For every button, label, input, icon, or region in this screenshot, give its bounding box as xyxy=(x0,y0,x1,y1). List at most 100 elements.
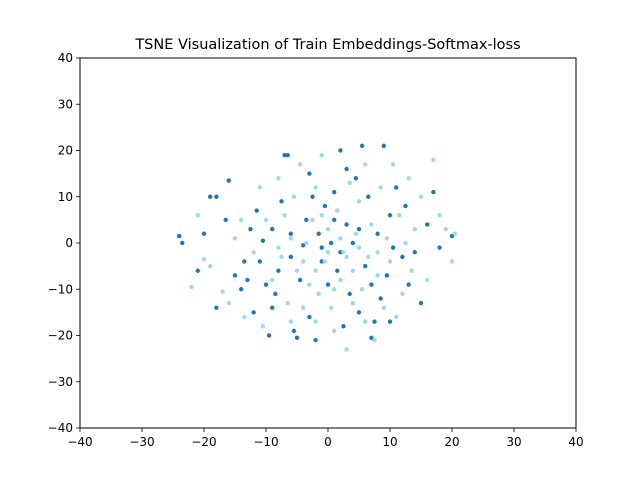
scatter-point-series-1 xyxy=(177,233,182,239)
scatter-point-series-1 xyxy=(341,324,346,329)
y-tick-label: −40 xyxy=(48,421,73,435)
scatter-point-series-1 xyxy=(353,176,359,181)
x-tick-label: 40 xyxy=(568,435,583,449)
scatter-point-series-1 xyxy=(294,335,300,341)
y-tick-label: −10 xyxy=(48,282,73,296)
scatter-point-series-2 xyxy=(325,226,331,232)
y-axis: −40 −30 −20 −10 0 10 20 30 40 xyxy=(48,51,80,435)
scatter-point-series-2 xyxy=(279,254,284,260)
scatter-point-series-2 xyxy=(322,259,328,264)
scatter-point-series-1 xyxy=(242,259,247,264)
scatter-point-series-1 xyxy=(359,143,365,149)
scatter-point-series-1 xyxy=(301,243,306,248)
scatter-point-series-1 xyxy=(263,282,269,287)
scatter-point-series-1 xyxy=(437,245,442,250)
scatter-point-series-1 xyxy=(390,245,396,250)
scatter-point-series-1 xyxy=(270,226,275,232)
scatter-point-series-1 xyxy=(344,166,349,172)
scatter-point-series-2 xyxy=(369,222,374,227)
scatter-point-series-2 xyxy=(412,226,417,232)
scatter-point-series-1 xyxy=(412,250,417,255)
scatter-point-series-2 xyxy=(353,231,359,236)
scatter-point-series-2 xyxy=(344,254,349,260)
scatter-point-series-2 xyxy=(239,217,244,223)
scatter-point-series-1 xyxy=(394,185,399,190)
scatter-point-series-2 xyxy=(301,305,306,310)
scatter-point-series-1 xyxy=(319,245,324,250)
scatter-point-series-2 xyxy=(313,268,318,273)
scatter-point-series-1 xyxy=(223,217,228,223)
scatter-points xyxy=(177,143,458,352)
scatter-point-series-2 xyxy=(347,180,352,186)
scatter-point-series-1 xyxy=(214,194,219,199)
scatter-point-series-2 xyxy=(375,250,380,255)
scatter-point-series-1 xyxy=(418,300,424,306)
scatter-point-series-2 xyxy=(189,284,194,290)
scatter-point-series-1 xyxy=(307,314,312,320)
scatter-point-series-2 xyxy=(332,287,337,292)
scatter-point-series-2 xyxy=(403,240,408,246)
scatter-point-series-2 xyxy=(372,337,377,343)
scatter-point-series-1 xyxy=(214,305,219,310)
scatter-point-series-2 xyxy=(201,256,207,262)
scatter-point-series-1 xyxy=(307,171,312,176)
x-axis: −40 −30 −20 −10 0 10 20 30 40 xyxy=(67,428,584,449)
scatter-point-series-2 xyxy=(288,236,293,241)
scatter-point-series-2 xyxy=(313,319,318,324)
scatter-point-series-2 xyxy=(443,226,448,232)
scatter-point-series-1 xyxy=(325,282,331,287)
scatter-point-series-1 xyxy=(245,277,250,283)
scatter-point-series-1 xyxy=(338,250,343,255)
scatter-point-series-2 xyxy=(291,194,297,199)
x-tick-label: 0 xyxy=(324,435,332,449)
scatter-point-series-2 xyxy=(338,236,343,241)
x-tick-label: 20 xyxy=(444,435,459,449)
scatter-point-series-1 xyxy=(232,273,238,278)
scatter-point-series-1 xyxy=(288,254,293,260)
scatter-point-series-1 xyxy=(226,178,231,183)
scatter-point-series-1 xyxy=(322,203,328,209)
scatter-point-series-1 xyxy=(403,203,408,209)
scatter-point-series-2 xyxy=(276,245,281,250)
scatter-point-series-1 xyxy=(449,233,455,239)
scatter-point-series-1 xyxy=(208,194,213,199)
scatter-point-series-2 xyxy=(297,162,303,167)
scatter-point-series-2 xyxy=(431,157,436,162)
scatter-point-series-2 xyxy=(232,236,238,241)
scatter-point-series-2 xyxy=(242,314,247,320)
scatter-point-series-1 xyxy=(270,305,275,310)
scatter-point-series-2 xyxy=(304,240,309,246)
scatter-point-series-1 xyxy=(378,296,383,301)
scatter-point-series-2 xyxy=(449,259,455,264)
scatter-point-series-1 xyxy=(372,319,377,324)
scatter-point-series-2 xyxy=(384,236,390,241)
scatter-point-series-1 xyxy=(431,189,436,195)
scatter-point-series-2 xyxy=(319,213,324,218)
scatter-point-series-2 xyxy=(437,213,442,218)
scatter-point-series-1 xyxy=(356,226,362,232)
scatter-point-series-2 xyxy=(276,176,281,181)
scatter-point-series-2 xyxy=(285,300,290,306)
scatter-point-series-1 xyxy=(260,238,266,243)
scatter-point-series-2 xyxy=(313,185,318,190)
scatter-point-series-2 xyxy=(294,268,300,273)
x-tick-label: 10 xyxy=(382,435,397,449)
scatter-point-series-2 xyxy=(341,250,346,255)
scatter-point-series-2 xyxy=(195,213,200,218)
scatter-point-series-1 xyxy=(369,282,374,287)
scatter-point-series-2 xyxy=(310,217,315,223)
scatter-point-series-2 xyxy=(257,185,262,190)
scatter-point-series-1 xyxy=(319,259,324,264)
x-tick-label: −10 xyxy=(253,435,278,449)
scatter-point-series-2 xyxy=(332,328,337,334)
scatter-point-series-1 xyxy=(248,226,253,232)
scatter-point-series-2 xyxy=(400,291,405,297)
x-tick-label: −30 xyxy=(129,435,154,449)
scatter-point-series-1 xyxy=(266,333,272,338)
scatter-point-series-1 xyxy=(195,268,200,273)
scatter-point-series-2 xyxy=(394,314,399,320)
scatter-point-series-1 xyxy=(288,231,293,236)
scatter-point-series-2 xyxy=(282,213,287,218)
scatter-point-series-1 xyxy=(338,148,343,153)
